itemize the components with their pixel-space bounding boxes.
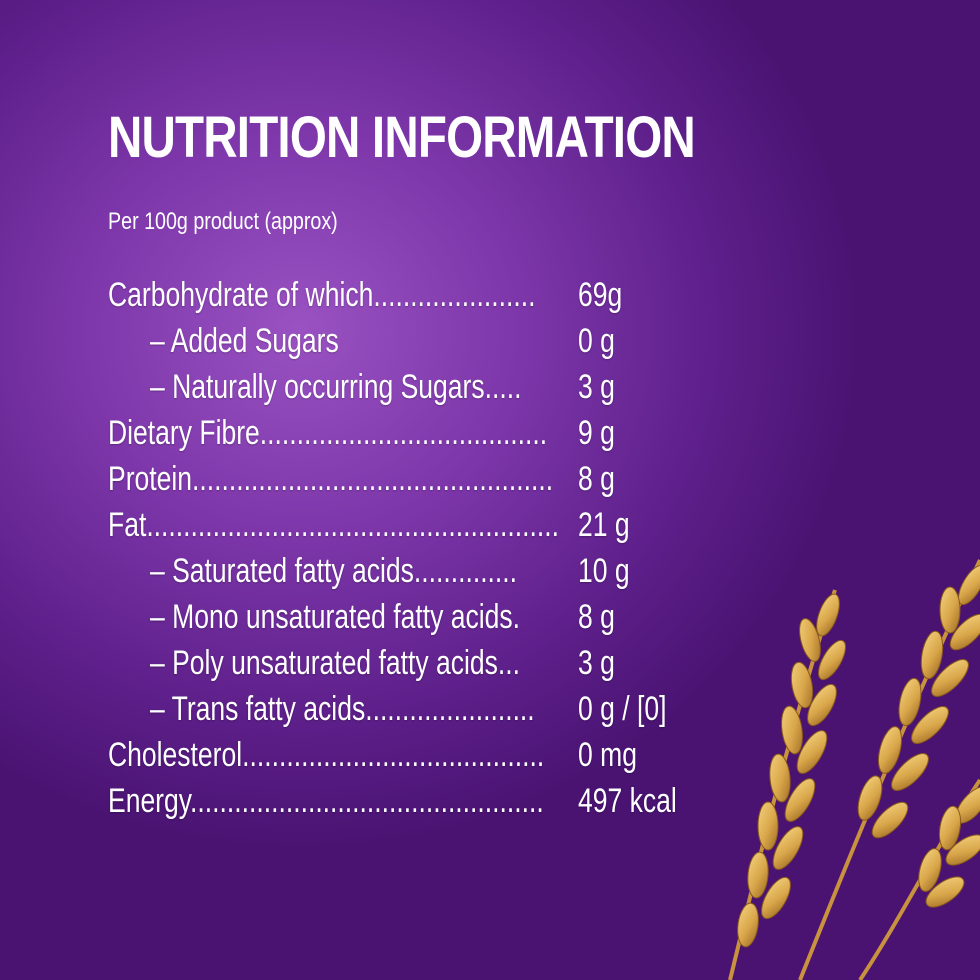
nutrition-row-saturated-fat: – Saturated fatty acids.............. 10… [108, 548, 808, 594]
nutrition-value: 10 g [578, 552, 630, 590]
nutrition-label: – Saturated fatty acids.............. [150, 552, 518, 590]
nutrition-value: 0 g / [0] [578, 690, 667, 728]
nutrition-label: – Added Sugars [150, 322, 339, 360]
nutrition-label: Energy..................................… [108, 782, 544, 820]
nutrition-value: 8 g [578, 598, 615, 636]
nutrition-value: 21 g [578, 506, 630, 544]
nutrition-row-natural-sugars: – Naturally occurring Sugars..... 3 g [108, 364, 808, 410]
nutrition-value: 9 g [578, 414, 615, 452]
page-subtitle: Per 100g product (approx) [108, 208, 338, 235]
wheat-icon [728, 559, 980, 980]
nutrition-row-cholesterol: Cholesterol.............................… [108, 732, 808, 778]
nutrition-label: Dietary Fibre...........................… [108, 414, 548, 452]
nutrition-row-protein: Protein.................................… [108, 456, 808, 502]
nutrition-row-trans-fat: – Trans fatty acids.....................… [108, 686, 808, 732]
nutrition-row-dietary-fibre: Dietary Fibre...........................… [108, 410, 808, 456]
nutrition-label: Carbohydrate of which...................… [108, 276, 536, 314]
nutrition-label: – Trans fatty acids.....................… [150, 690, 535, 728]
nutrition-row-mono-unsaturated-fat: – Mono unsaturated fatty acids. 8 g [108, 594, 808, 640]
nutrition-label: Fat.....................................… [108, 506, 559, 544]
nutrition-label: – Naturally occurring Sugars..... [150, 368, 522, 406]
nutrition-value: 0 g [578, 322, 615, 360]
nutrition-value: 3 g [578, 644, 615, 682]
nutrition-row-fat: Fat.....................................… [108, 502, 808, 548]
nutrition-value: 69g [578, 276, 623, 314]
nutrition-value: 0 mg [578, 736, 637, 774]
nutrition-label: – Mono unsaturated fatty acids. [150, 598, 521, 636]
nutrition-label: Protein.................................… [108, 460, 554, 498]
nutrition-row-energy: Energy..................................… [108, 778, 808, 824]
nutrition-row-carbohydrate: Carbohydrate of which...................… [108, 272, 808, 318]
nutrition-label: – Poly unsaturated fatty acids... [150, 644, 521, 682]
page-title: NUTRITION INFORMATION [108, 105, 696, 170]
nutrition-value: 8 g [578, 460, 615, 498]
nutrition-row-poly-unsaturated-fat: – Poly unsaturated fatty acids... 3 g [108, 640, 808, 686]
nutrition-row-added-sugars: – Added Sugars 0 g [108, 318, 808, 364]
nutrition-label: Cholesterol.............................… [108, 736, 545, 774]
nutrition-table: Carbohydrate of which...................… [108, 272, 808, 824]
nutrition-value: 3 g [578, 368, 615, 406]
nutrition-value: 497 kcal [578, 782, 677, 820]
